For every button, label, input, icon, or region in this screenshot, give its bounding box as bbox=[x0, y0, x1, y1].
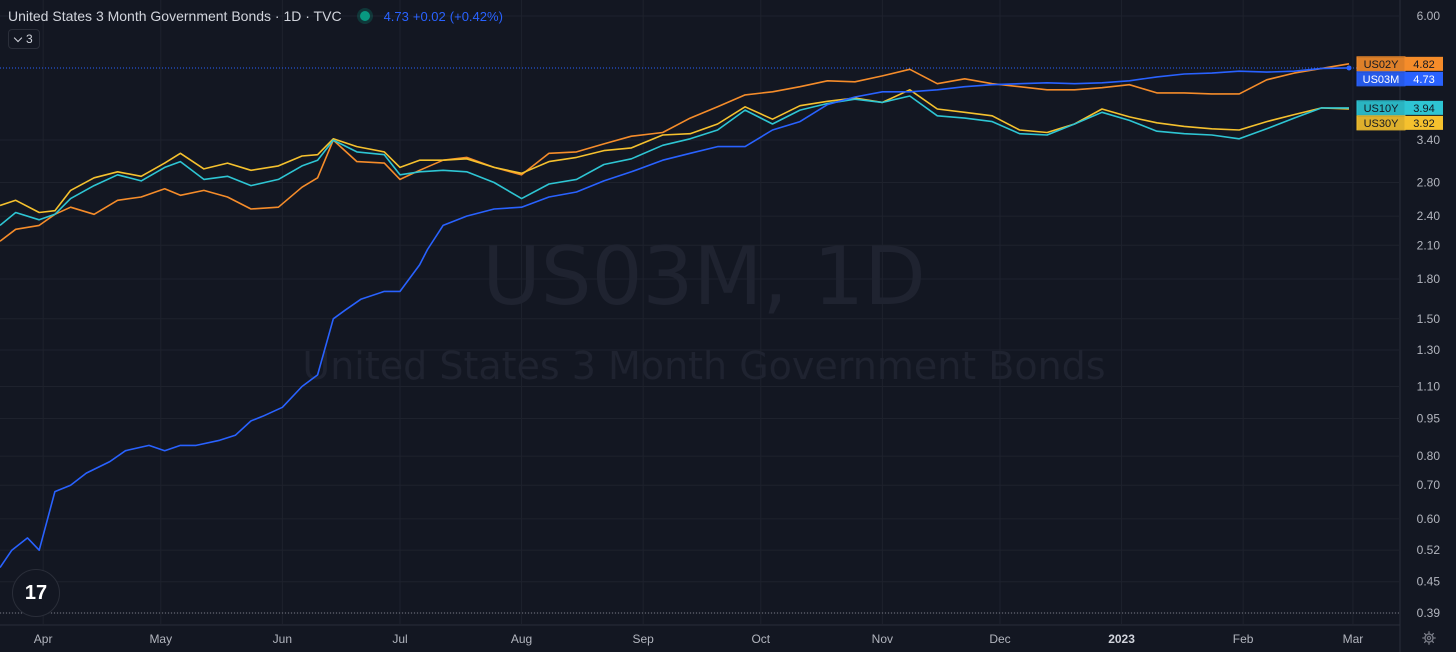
badge-value-box bbox=[1405, 115, 1443, 130]
y-tick-label: 0.70 bbox=[1417, 478, 1441, 492]
symbol-title[interactable]: United States 3 Month Government Bonds ·… bbox=[8, 8, 342, 24]
x-tick-label: Aug bbox=[511, 632, 532, 646]
chart-grid bbox=[0, 0, 1401, 652]
last-point-marker bbox=[1346, 65, 1352, 71]
y-tick-label: 2.10 bbox=[1417, 238, 1441, 252]
x-tick-label: May bbox=[149, 632, 172, 646]
badge-name-fill bbox=[1357, 57, 1405, 71]
last-price: 4.73 bbox=[383, 8, 409, 24]
series-line-us02y[interactable] bbox=[0, 63, 1350, 242]
chart-watermark: US03M, 1D United States 3 Month Governme… bbox=[302, 230, 1105, 388]
x-tick-label: Nov bbox=[872, 632, 893, 646]
series-line-us03m[interactable] bbox=[0, 67, 1350, 569]
x-tick-label: Dec bbox=[989, 632, 1010, 646]
x-tick-label: Oct bbox=[751, 632, 770, 646]
logo-text: 17 bbox=[24, 581, 48, 604]
x-tick-label: Mar bbox=[1343, 632, 1364, 646]
gear-icon[interactable] bbox=[1422, 631, 1436, 645]
x-tick-label: Apr bbox=[34, 632, 53, 646]
chart-header: United States 3 Month Government Bonds ·… bbox=[8, 8, 507, 24]
badge-value-box bbox=[1405, 56, 1443, 71]
y-tick-label: 1.80 bbox=[1417, 272, 1441, 286]
badge-series-value: 3.94 bbox=[1413, 103, 1434, 115]
x-tick-label: Sep bbox=[632, 632, 654, 646]
watermark-symbol: US03M, 1D bbox=[482, 230, 926, 323]
x-tick-label: Jun bbox=[273, 632, 292, 646]
y-tick-label: 6.00 bbox=[1417, 9, 1441, 23]
last-value-badges: US02Y 4.82 US03M 4.73 US10Y 3.94 US30Y 3.92 bbox=[1356, 56, 1443, 131]
y-tick-label: 0.45 bbox=[1417, 575, 1441, 589]
badge-value-box bbox=[1405, 100, 1443, 115]
price-axis[interactable]: 6.00 3.40 2.80 2.40 2.10 1.80 1.50 1.30 1.10 0.95… bbox=[1417, 9, 1441, 620]
y-tick-label: 3.40 bbox=[1417, 133, 1441, 147]
series-layer bbox=[0, 63, 1400, 569]
y-tick-label: 2.80 bbox=[1417, 175, 1441, 189]
badge-series-name: US30Y bbox=[1364, 118, 1400, 130]
y-tick-label: 0.80 bbox=[1417, 449, 1441, 463]
change-value: +0.02 bbox=[412, 8, 446, 24]
tradingview-logo-icon[interactable]: 17 bbox=[12, 569, 60, 617]
badge-series-value: 4.82 bbox=[1413, 59, 1434, 71]
market-status-dot bbox=[359, 11, 370, 21]
y-tick-label: 0.39 bbox=[1417, 606, 1441, 620]
series-line-us10y[interactable] bbox=[0, 95, 1349, 227]
y-tick-label: 1.30 bbox=[1417, 343, 1441, 357]
badge-series-name: US03M bbox=[1363, 74, 1400, 86]
price-change: 4.73 +0.02 (+0.42%) bbox=[384, 9, 507, 24]
y-tick-label: 1.10 bbox=[1417, 380, 1441, 394]
y-tick-label: 2.40 bbox=[1417, 209, 1441, 223]
badge-name-fill bbox=[1357, 101, 1405, 115]
y-tick-label: 0.52 bbox=[1417, 543, 1441, 557]
x-tick-label: Feb bbox=[1233, 632, 1254, 646]
x-tick-label: 2023 bbox=[1108, 632, 1135, 646]
badge-us10y: US10Y 3.94 bbox=[1356, 100, 1443, 116]
change-percent: (+0.42%) bbox=[449, 8, 503, 24]
badge-name-fill bbox=[1357, 116, 1405, 130]
y-tick-label: 0.60 bbox=[1417, 512, 1441, 526]
legend-collapse-button[interactable]: 3 bbox=[8, 29, 40, 49]
badge-series-value: 4.73 bbox=[1413, 74, 1434, 86]
x-tick-label: Jul bbox=[392, 632, 407, 646]
y-tick-label: 1.50 bbox=[1417, 312, 1441, 326]
badge-series-name: US10Y bbox=[1364, 103, 1400, 115]
time-axis[interactable]: Apr May Jun Jul Aug Sep Oct Nov Dec 2023 Feb Mar bbox=[34, 632, 1363, 646]
badge-us02y: US02Y 4.82 bbox=[1356, 56, 1443, 72]
badge-us30y: US30Y 3.92 bbox=[1356, 115, 1443, 131]
chevron-down-icon bbox=[13, 33, 23, 42]
badge-us03m: US03M 4.73 bbox=[1356, 71, 1443, 87]
badge-name-fill bbox=[1357, 72, 1405, 86]
legend-count: 3 bbox=[26, 32, 33, 46]
badge-series-value: 3.92 bbox=[1413, 118, 1434, 130]
watermark-name: United States 3 Month Government Bonds bbox=[302, 344, 1105, 388]
y-tick-label: 0.95 bbox=[1417, 412, 1441, 426]
badge-value-box bbox=[1405, 71, 1443, 86]
series-line-us30y[interactable] bbox=[0, 89, 1350, 214]
badge-series-name: US02Y bbox=[1364, 59, 1400, 71]
